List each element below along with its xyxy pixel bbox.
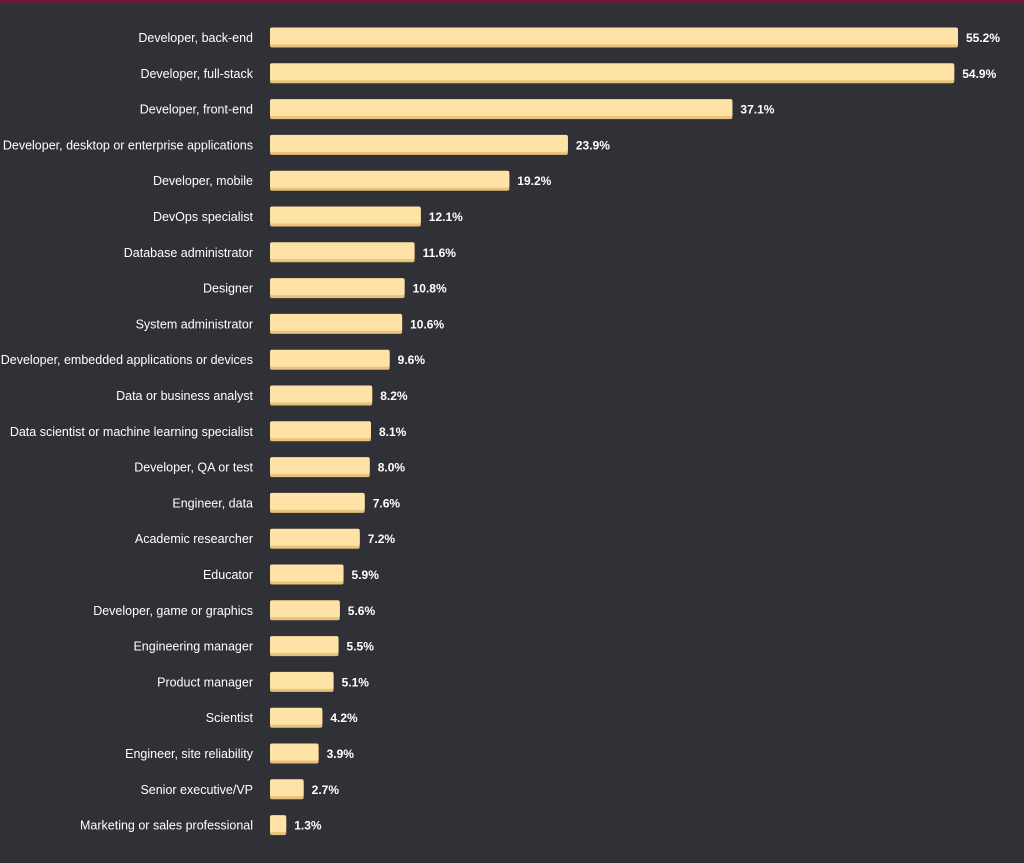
bar-fill <box>270 349 390 367</box>
value-label: 9.6% <box>398 353 426 367</box>
bar <box>270 278 405 299</box>
bar-fill <box>270 27 958 45</box>
bar <box>270 349 390 370</box>
bar <box>270 600 340 621</box>
bar-fill <box>270 99 733 117</box>
bar <box>270 206 421 227</box>
bar-fill <box>270 528 360 546</box>
bar <box>270 134 568 155</box>
category-label: Designer <box>203 282 253 296</box>
bar-fill <box>270 421 371 439</box>
bar <box>270 707 323 728</box>
value-label: 5.1% <box>342 675 370 689</box>
bar <box>270 385 373 406</box>
bar-fill <box>270 278 405 296</box>
bar <box>270 636 339 657</box>
value-label: 2.7% <box>312 783 340 797</box>
category-label: Developer, mobile <box>153 174 253 188</box>
value-label: 10.8% <box>413 282 447 296</box>
category-label: Developer, embedded applications or devi… <box>1 353 253 367</box>
category-label: Developer, front-end <box>140 103 253 117</box>
value-label: 4.2% <box>330 711 358 725</box>
value-label: 5.9% <box>352 568 380 582</box>
bar <box>270 242 415 263</box>
bar <box>270 457 370 478</box>
bar <box>270 99 733 120</box>
bar-fill <box>270 600 340 618</box>
value-label: 7.2% <box>368 532 396 546</box>
bar-fill <box>270 671 334 689</box>
category-label: System administrator <box>136 317 253 331</box>
category-label: Developer, full-stack <box>140 67 253 81</box>
value-label: 55.2% <box>966 31 1000 45</box>
category-label: Scientist <box>206 711 254 725</box>
category-label: Academic researcher <box>135 532 253 546</box>
category-label: Product manager <box>157 675 253 689</box>
category-label: Database administrator <box>124 246 253 260</box>
value-label: 5.5% <box>347 640 375 654</box>
category-label: Marketing or sales professional <box>80 819 253 833</box>
value-label: 8.2% <box>380 389 408 403</box>
value-label: 7.6% <box>373 496 401 510</box>
bar-fill <box>270 743 319 761</box>
category-label: Engineering manager <box>133 640 253 654</box>
bar <box>270 743 319 764</box>
bar <box>270 421 371 442</box>
category-label: Developer, game or graphics <box>93 604 253 618</box>
value-label: 8.1% <box>379 425 407 439</box>
bar-fill <box>270 492 365 510</box>
bar-fill <box>270 313 403 331</box>
bar-fill <box>270 564 344 582</box>
bar-fill <box>270 242 415 260</box>
bar-fill <box>270 206 421 224</box>
value-label: 11.6% <box>423 246 457 260</box>
value-label: 12.1% <box>429 210 463 224</box>
bar <box>270 815 287 836</box>
bar-fill <box>270 385 373 403</box>
bar-fill <box>270 779 304 797</box>
bar-fill <box>270 815 287 833</box>
bar <box>270 671 334 692</box>
bar-fill <box>270 134 568 152</box>
value-label: 19.2% <box>517 174 551 188</box>
bar <box>270 779 304 800</box>
category-label: Developer, desktop or enterprise applica… <box>3 138 253 152</box>
bar-fill <box>270 170 510 188</box>
bar <box>270 492 365 513</box>
bar <box>270 528 360 549</box>
value-label: 1.3% <box>294 819 322 833</box>
bar-fill <box>270 457 370 475</box>
category-label: Developer, back-end <box>138 31 253 45</box>
category-label: Developer, QA or test <box>134 461 253 475</box>
bar-fill <box>270 707 323 725</box>
value-label: 10.6% <box>410 317 444 331</box>
category-label: Data or business analyst <box>116 389 253 403</box>
value-label: 8.0% <box>378 461 406 475</box>
value-label: 23.9% <box>576 138 610 152</box>
category-label: Senior executive/VP <box>140 783 253 797</box>
category-label: Engineer, site reliability <box>125 747 254 761</box>
bar <box>270 564 344 585</box>
bar-fill <box>270 63 955 81</box>
category-label: DevOps specialist <box>153 210 254 224</box>
category-label: Educator <box>203 568 253 582</box>
bar-fill <box>270 636 339 654</box>
bar <box>270 170 510 191</box>
bars-group: Developer, back-end 55.2% Developer, full-… <box>1 27 1000 836</box>
category-label: Engineer, data <box>172 496 253 510</box>
category-label: Data scientist or machine learning speci… <box>10 425 254 439</box>
value-label: 37.1% <box>740 103 774 117</box>
bar <box>270 313 403 334</box>
top-accent-bar <box>0 0 1024 4</box>
value-label: 5.6% <box>348 604 376 618</box>
bar <box>270 63 955 84</box>
value-label: 54.9% <box>962 67 996 81</box>
value-label: 3.9% <box>327 747 355 761</box>
bar <box>270 27 958 48</box>
